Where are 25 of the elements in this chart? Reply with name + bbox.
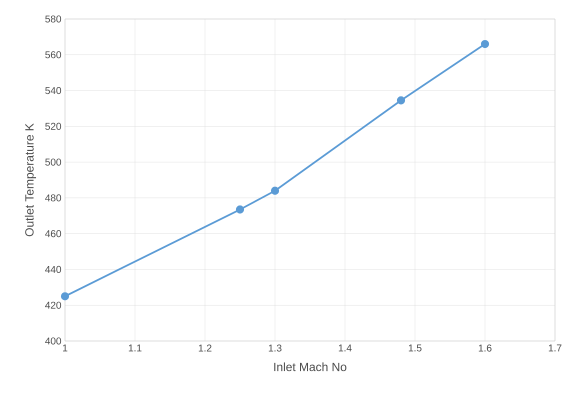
y-tick-label: 420 [45, 302, 62, 309]
y-tick-label: 460 [45, 230, 62, 238]
point [480, 40, 490, 48]
x-tick-label: 1.3 [268, 344, 282, 352]
x-axis-title: Inlet Mach No [274, 362, 346, 372]
point [270, 186, 280, 195]
y-tick-label: 480 [45, 194, 62, 202]
x-tick-label: 1.5 [408, 344, 422, 352]
y-tick-label: 560 [45, 51, 62, 58]
y-tick-label: 400 [45, 337, 62, 345]
x-tick-label: 1 [62, 344, 68, 352]
y-tick-label: 520 [45, 122, 62, 130]
x-tick-label: 1.4 [338, 344, 352, 352]
y-tick-label: 580 [45, 15, 62, 23]
y-tick-label: 540 [45, 87, 62, 94]
point [396, 96, 406, 104]
x-tick-label: 1.7 [548, 344, 562, 352]
point [236, 205, 244, 214]
point [60, 292, 70, 300]
x-tick-label: 1.1 [128, 344, 142, 352]
y-tick-label: 440 [45, 266, 62, 273]
y-tick-label: 500 [45, 158, 62, 166]
y-axis-title: Outlet Temperature K [24, 123, 36, 236]
x-tick-label: 1.2 [198, 344, 212, 352]
x-tick-label: 1.6 [478, 344, 492, 352]
